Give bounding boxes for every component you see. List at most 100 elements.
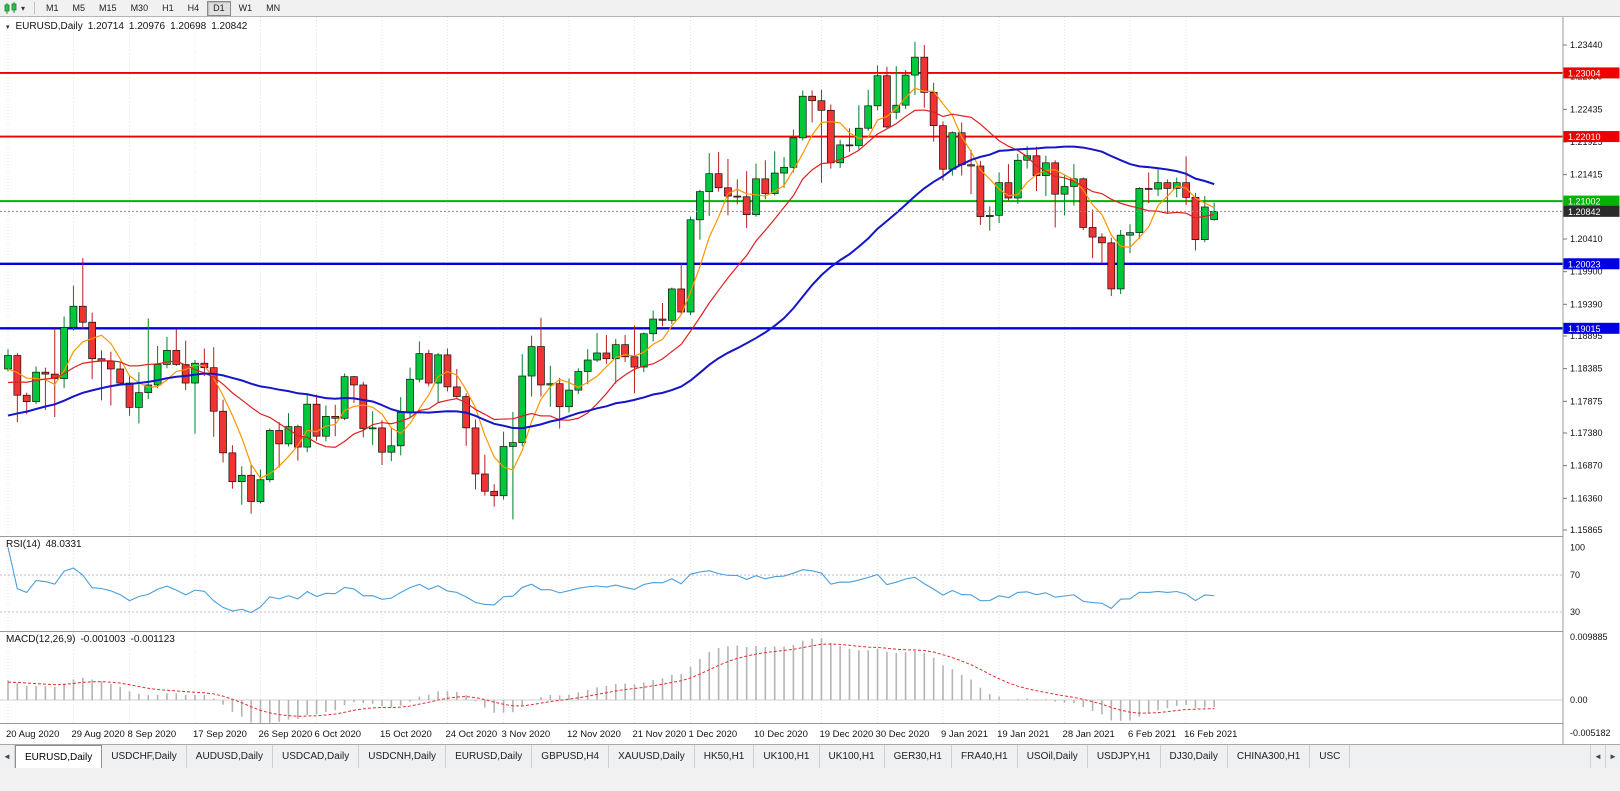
candlestick-series	[4, 41, 1219, 520]
price-axis-label: 1.15865	[1570, 525, 1603, 535]
date-axis-label: 26 Sep 2020	[258, 729, 312, 740]
rsi-panel	[0, 547, 1563, 614]
date-axis-label: 30 Dec 2020	[876, 729, 930, 740]
macd-signal-line	[7, 643, 1215, 717]
timeframe-button-m30[interactable]: M30	[130, 2, 149, 13]
date-axis-label: 20 Aug 2020	[6, 729, 59, 740]
symbol-tab-bar: ◄ EURUSD,Daily USDCHF,Daily AUDUSD,Daily US…	[0, 744, 1620, 768]
price-axis-label: 1.17875	[1570, 396, 1603, 406]
symbol-tab-hk50-h1[interactable]: HK50,H1	[694, 745, 755, 768]
symbol-tab-ger30-h1[interactable]: GER30,H1	[884, 745, 952, 768]
symbol-tab-usdcad-daily[interactable]: USDCAD,Daily	[273, 745, 360, 768]
candlestick-chart-icon[interactable]	[2, 1, 20, 15]
timeframe-button-mn[interactable]: MN	[266, 2, 281, 13]
symbol-tab-eurusd-daily[interactable]: EURUSD,Daily	[446, 745, 533, 768]
date-axis-label: 6 Feb 2021	[1128, 729, 1176, 740]
rsi-axis-label: 30	[1570, 607, 1580, 617]
symbol-tab-eurusd-daily[interactable]: EURUSD,Daily	[15, 745, 103, 768]
symbol-tab-uk100-h1[interactable]: UK100,H1	[819, 745, 885, 768]
level-price-tag	[1563, 195, 1620, 207]
ma-medium-line	[7, 109, 1215, 448]
timeframe-button-m15[interactable]: M15	[99, 2, 117, 13]
legend-open: 1.20714	[87, 21, 124, 32]
price-axis-label: 1.19390	[1570, 299, 1603, 309]
timeframe-buttons: M1 M5 M15 M30 H1 H4 D1 W1 MN	[40, 0, 286, 16]
level-price-tag	[1563, 131, 1620, 143]
symbol-tab-usdjpy-h1[interactable]: USDJPY,H1	[1087, 745, 1161, 768]
price-axis-label: 1.19900	[1570, 267, 1603, 277]
date-axis-label: 12 Nov 2020	[567, 729, 621, 740]
symbol-tab-china300-h1[interactable]: CHINA300,H1	[1227, 745, 1311, 768]
price-axis-label: 1.16870	[1570, 461, 1603, 471]
timeframe-button-m1[interactable]: M1	[46, 2, 59, 13]
symbol-tab-usc[interactable]: USC	[1310, 745, 1351, 768]
ma-fast-line	[7, 87, 1215, 479]
date-axis-label: 21 Nov 2020	[632, 729, 686, 740]
date-axis-label: 28 Jan 2021	[1063, 729, 1115, 740]
rsi-value: 48.0331	[45, 539, 82, 550]
price-axis-label: 1.16360	[1570, 493, 1603, 503]
symbol-tab-audusd-daily[interactable]: AUDUSD,Daily	[186, 745, 274, 768]
symbol-tab-uk100-h1[interactable]: UK100,H1	[754, 745, 820, 768]
date-axis-label: 3 Nov 2020	[502, 729, 551, 740]
timeframe-button-w1[interactable]: W1	[238, 2, 253, 13]
date-axis-label: 24 Oct 2020	[445, 729, 497, 740]
level-price-tag	[1563, 67, 1620, 79]
date-axis-label: 16 Feb 2021	[1184, 729, 1237, 740]
rsi-legend: RSI(14) 48.0331	[6, 539, 82, 550]
price-axis-label: 1.23440	[1570, 40, 1603, 50]
macd-label: MACD(12,26,9)	[6, 634, 76, 645]
price-axis-label: 1.18895	[1570, 331, 1603, 341]
date-axis-label: 6 Oct 2020	[315, 729, 361, 740]
timeframe-button-h1[interactable]: H1	[162, 2, 174, 13]
chart-type-dropdown-icon[interactable]: ▾	[21, 3, 26, 13]
legend-collapse-icon[interactable]: ▾	[6, 24, 10, 31]
date-axis-label: 29 Aug 2020	[71, 729, 124, 740]
chart-canvas[interactable]: 1.234401.229501.224351.219251.214151.209…	[0, 0, 1620, 744]
symbol-tab-usdcnh-daily[interactable]: USDCNH,Daily	[359, 745, 447, 768]
symbol-tab-fra40-h1[interactable]: FRA40,H1	[952, 745, 1018, 768]
date-axis-label: 19 Dec 2020	[819, 729, 873, 740]
date-axis-label: 9 Jan 2021	[941, 729, 988, 740]
price-axis-label: 1.21415	[1570, 170, 1603, 180]
svg-text:1.23004: 1.23004	[1568, 68, 1601, 78]
macd-main-value: -0.001003	[80, 634, 126, 645]
price-axis-label: 1.20410	[1570, 234, 1603, 244]
status-strip	[0, 768, 1620, 791]
top-toolbar: ▾ M1 M5 M15 M30 H1 H4 D1 W1 MN	[0, 0, 1620, 17]
timeframe-button-m5[interactable]: M5	[72, 2, 86, 13]
rsi-label: RSI(14)	[6, 539, 41, 550]
date-axis-label: 17 Sep 2020	[193, 729, 247, 740]
svg-text:1.22010: 1.22010	[1568, 132, 1601, 142]
symbol-tab-usdchf-daily[interactable]: USDCHF,Daily	[102, 745, 187, 768]
macd-legend: MACD(12,26,9) -0.001003 -0.001123	[6, 634, 175, 645]
moving-averages	[7, 87, 1215, 479]
time-gridlines	[7, 17, 1187, 723]
rsi-line	[7, 547, 1215, 614]
svg-text:1.21002: 1.21002	[1568, 197, 1601, 207]
legend-symbol: EURUSD,Daily	[15, 21, 83, 32]
symbol-tab-usoil-daily[interactable]: USOil,Daily	[1017, 745, 1088, 768]
symbol-tab-dj30-daily[interactable]: DJ30,Daily	[1160, 745, 1228, 768]
horizontal-level-lines[interactable]	[0, 72, 1563, 330]
date-axis-label: 1 Dec 2020	[689, 729, 738, 740]
chart-legend: ▾ EURUSD,Daily 1.20714 1.20976 1.20698 1…	[6, 21, 247, 32]
price-axis-label: 1.17380	[1570, 428, 1603, 438]
level-price-tag	[1563, 322, 1620, 334]
tabs-scroll-left-end-icon[interactable]: ◄	[1590, 745, 1605, 768]
symbol-tab-gbpusd-h4[interactable]: GBPUSD,H4	[532, 745, 610, 768]
price-axis-label: 1.22435	[1570, 104, 1603, 114]
date-axis-label: 15 Oct 2020	[380, 729, 432, 740]
date-axis-label: 10 Dec 2020	[754, 729, 808, 740]
tabs-scroll-right-icon[interactable]: ►	[1605, 745, 1620, 768]
macd-signal-value: -0.001123	[130, 634, 175, 645]
legend-close: 1.20842	[211, 21, 248, 32]
symbol-tab-xauusd-daily[interactable]: XAUUSD,Daily	[609, 745, 695, 768]
timeframe-button-h4[interactable]: H4	[187, 2, 200, 13]
timeframe-button-d1[interactable]: D1	[207, 0, 231, 16]
ma-slow-line	[7, 145, 1215, 430]
tabs-scroll-left-icon[interactable]: ◄	[0, 745, 15, 768]
macd-axis-label: -0.005182	[1570, 728, 1611, 738]
price-axis[interactable]: 1.234401.229501.224351.219251.214151.209…	[6, 17, 1620, 744]
